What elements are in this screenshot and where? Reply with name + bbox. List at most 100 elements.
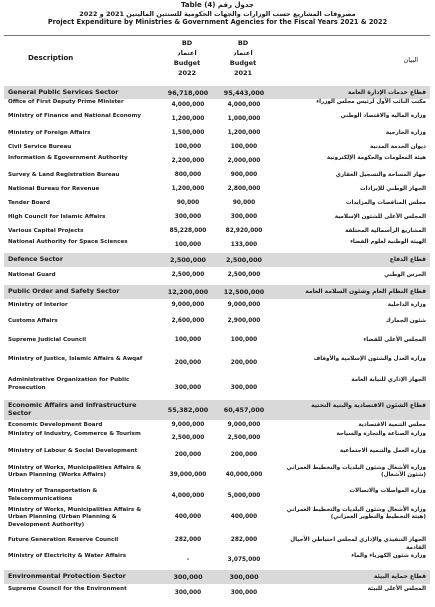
sector-row: Economic Affairs and Infrastructure Sect… — [4, 400, 430, 420]
row-budget-2022: 2,500,000 — [171, 272, 205, 278]
table-row: Supreme Judicial Council 100,000 100,000 ال… — [4, 331, 430, 351]
row-description-arabic: وزارة الخارجية — [385, 130, 426, 137]
row-description: Ministry of Works, Municipalities Affair… — [8, 464, 142, 479]
table-row: Supreme Council for the Environment 300,0… — [4, 584, 430, 604]
table-row: Customs Affairs 2,600,000 2,900,000 شئون ال… — [4, 313, 430, 331]
row-budget-2022: 200,000 — [174, 360, 202, 366]
row-budget-2022: 96,718,000 — [167, 88, 209, 97]
row-description-arabic: مجلس المناقصات والمزايدات — [345, 200, 426, 207]
row-description-arabic: جهاز المساحة والتسجيل العقاري — [335, 172, 426, 179]
row-description: Survey & Land Registration Bureau — [8, 172, 120, 179]
row-description-arabic: وزارة الصناعة والتجارة والسياحة — [336, 431, 426, 438]
row-budget-2022: 2,500,000 — [170, 256, 206, 264]
table-row: Information & Egovernment Authority 2,200… — [4, 155, 430, 169]
row-budget-2021: 200,000 — [230, 360, 258, 366]
row-description: Ministry of Industry, Commerce & Tourism — [8, 431, 141, 438]
budget-2022-arabic: اعتماد — [177, 49, 197, 57]
row-budget-2022: 100,000 — [174, 242, 202, 248]
table-row: Administrative Organization for Public P… — [4, 377, 430, 400]
row-budget-2022: 2,500,000 — [171, 435, 205, 441]
row-budget-2021: 200,000 — [230, 451, 258, 458]
budget-2022-label: Budget — [173, 59, 201, 67]
row-budget-2022: 1,200,000 — [171, 116, 205, 122]
row-description: Administrative Organization for Public P… — [8, 377, 130, 391]
row-description-arabic: قطاع حماية البيئة — [373, 573, 426, 580]
row-budget-2022: 55,382,000 — [167, 406, 209, 414]
row-description-arabic: المجلس الأعلى للبيئة — [367, 586, 426, 593]
row-budget-2022: 282,000 — [174, 537, 202, 543]
row-budget-2021: 90,000 — [232, 200, 256, 206]
row-description-arabic: قطاع الدفاع — [389, 256, 426, 263]
row-budget-2021: 300,000 — [229, 573, 259, 581]
table-row: Ministry of Electricity & Water Affairs -… — [4, 551, 430, 570]
row-description-arabic: الهيئة الوطنية لعلوم الفضاء — [350, 239, 426, 245]
row-description-arabic: وزارة المالية والاقتصاد الوطني — [340, 113, 426, 119]
budget-2021-header: BD اعتماد Budget 2021 — [213, 38, 273, 78]
row-description: Ministry of Electricity & Water Affairs — [8, 552, 127, 559]
row-budget-2021: 2,500,000 — [227, 272, 261, 278]
row-description: Economic Development Board — [8, 421, 103, 428]
table-row: Civil Service Bureau 100,000 100,000 ديوان … — [4, 141, 430, 155]
table-row: National Guard 2,500,000 2,500,000 الحرس ال… — [4, 267, 430, 285]
row-budget-2022: 300,000 — [174, 214, 202, 220]
row-description: Information & Egovernment Authority — [8, 155, 128, 161]
sector-row: Defence Sector 2,500,000 2,500,000 قطاع الد… — [4, 253, 430, 267]
row-description: Ministry of Transportation & Telecommuni… — [8, 488, 98, 502]
row-budget-2021: 2,500,000 — [227, 435, 261, 441]
row-description-arabic: وزارة العمل والتنمية الاجتماعية — [339, 447, 426, 454]
row-description-arabic: الجهاز التنفيذي والإداري لمجلس احتياطي ا… — [290, 537, 426, 551]
budget-2021-arabic: اعتماد — [233, 49, 253, 57]
row-description: Ministry of Labour & Social Development — [8, 447, 138, 454]
title-english: Project Expenditure by Ministries & Gove… — [47, 18, 388, 26]
row-budget-2021: 2,000,000 — [227, 158, 261, 164]
row-budget-2021: 900,000 — [230, 172, 258, 178]
row-budget-2022: 300,000 — [174, 590, 202, 596]
row-budget-2022: 300,000 — [173, 573, 203, 581]
row-budget-2021: 300,000 — [230, 214, 258, 220]
row-budget-2021: 1,200,000 — [227, 130, 261, 136]
budget-2022-currency: BD — [181, 39, 193, 47]
table-label: Table (4) جدول رقم — [181, 1, 254, 9]
row-budget-2022: 200,000 — [174, 451, 202, 458]
title-arabic: مصروفات المشاريع حسب الوزارات والجهات ال… — [79, 10, 356, 18]
budget-2021-year: 2021 — [233, 69, 253, 77]
row-description: Customs Affairs — [8, 318, 58, 325]
table-row: Office of First Deputy Prime Minister 4,0… — [4, 99, 430, 113]
row-description-arabic: شئون الجمارك — [385, 318, 426, 325]
row-budget-2021: 1,000,000 — [227, 116, 261, 122]
budget-2021-currency: BD — [237, 39, 249, 47]
row-budget-2022: 2,600,000 — [171, 318, 205, 324]
row-budget-2022: 1,500,000 — [171, 130, 205, 136]
row-description: Ministry of Works, Municipalities Affair… — [8, 506, 142, 528]
row-budget-2021: 133,000 — [230, 242, 258, 248]
row-budget-2021: 12,500,000 — [223, 288, 265, 296]
row-description: Office of First Deputy Prime Minister — [8, 99, 124, 105]
row-description: Supreme Judicial Council — [8, 337, 87, 344]
row-description: High Council for Islamic Affairs — [8, 214, 106, 221]
row-description-arabic: ديوان الخدمة المدنية — [370, 144, 426, 151]
row-budget-2022: 12,200,000 — [167, 288, 209, 296]
table-row: Ministry of Interior 9,000,000 9,000,000 وز… — [4, 299, 430, 313]
row-budget-2022: 90,000 — [176, 200, 200, 206]
row-description: National Bureau for Revenue — [8, 186, 100, 193]
row-description-arabic: مكتب النائب الأول لرئيس مجلس الوزراء — [316, 99, 426, 105]
row-description: General Public Services Sector — [8, 87, 119, 96]
table-row: National Bureau for Revenue 1,200,000 2,80… — [4, 183, 430, 197]
row-budget-2021: 3,075,000 — [227, 556, 261, 563]
table-row: Economic Development Board 9,000,000 9,000… — [4, 420, 430, 431]
table-row: National Authority for Space Sciences 100… — [4, 239, 430, 253]
row-description: Environmental Protection Sector — [8, 572, 126, 580]
row-budget-2021: 9,000,000 — [227, 302, 261, 308]
row-description-arabic: مجلس التنمية الاقتصادية — [358, 421, 426, 428]
row-budget-2021: 100,000 — [230, 337, 258, 343]
row-description: Civil Service Bureau — [8, 144, 72, 151]
row-description-arabic: قطاع النظام العام وشئون السلامة العامة — [305, 288, 426, 295]
table-row: Ministry of Works, Municipalities Affair… — [4, 505, 430, 531]
row-budget-2021: 82,920,000 — [225, 228, 263, 234]
row-description-arabic: الحرس الوطني — [384, 272, 426, 279]
row-budget-2021: 4,000,000 — [227, 102, 261, 108]
row-description-arabic: وزارة الأشغال وشئون البلديات والتخطيط ال… — [286, 464, 426, 479]
sector-row: Public Order and Safety Sector 12,200,000… — [4, 285, 430, 299]
row-description: Public Order and Safety Sector — [8, 287, 120, 295]
row-budget-2022: 100,000 — [174, 337, 202, 343]
